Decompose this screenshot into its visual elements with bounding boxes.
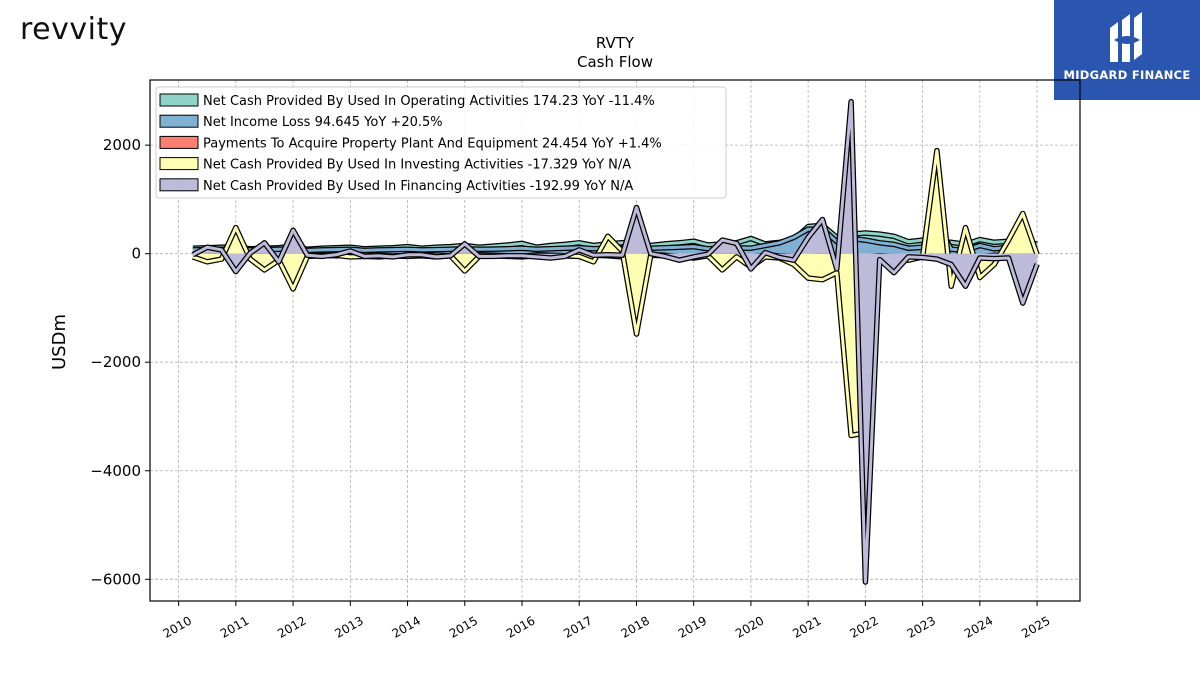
x-tick-label: 2023	[905, 613, 938, 640]
legend-entry-net_income: Net Income Loss 94.645 YoY +20.5%	[203, 115, 443, 130]
x-tick-label: 2012	[275, 613, 308, 640]
y-axis: 2000 0 −2000 −4000 −6000	[90, 136, 150, 588]
y-tick-label: −4000	[90, 462, 141, 480]
x-tick-label: 2025	[1019, 613, 1052, 640]
x-tick-label: 2016	[504, 613, 537, 640]
x-tick-label: 2019	[676, 613, 709, 640]
x-tick-label: 2010	[161, 613, 194, 640]
y-tick-label: −6000	[90, 570, 141, 588]
legend-swatch-financing	[159, 178, 199, 192]
legend-swatch-capex	[159, 135, 199, 149]
x-tick-label: 2021	[790, 613, 823, 640]
x-tick-label: 2011	[218, 613, 251, 640]
x-tick-label: 2018	[619, 613, 652, 640]
series-area-financing	[192, 101, 1038, 582]
legend-entry-operating: Net Cash Provided By Used In Operating A…	[203, 94, 655, 109]
y-tick-label: −2000	[90, 353, 141, 371]
legend-swatch-net_income	[159, 114, 199, 128]
x-tick-label: 2017	[561, 613, 594, 640]
series-layer	[191, 98, 1040, 585]
partner-name: MIDGARD FINANCE	[1063, 68, 1191, 82]
plot-frame	[149, 79, 1081, 602]
revvity-logo: revvity	[20, 12, 127, 47]
legend-entry-financing: Net Cash Provided By Used In Financing A…	[203, 179, 633, 194]
x-tick-label: 2022	[847, 613, 880, 640]
legend-swatch-operating	[159, 93, 199, 107]
legend: Net Cash Provided By Used In Operating A…	[155, 86, 727, 199]
midgard-finance-logo: MIDGARD FINANCE	[1054, 0, 1200, 100]
legend-entry-capex: Payments To Acquire Property Plant And E…	[203, 136, 662, 151]
x-tick-label: 2014	[390, 613, 423, 640]
legend-swatch-investing	[159, 157, 199, 171]
y-tick-label: 0	[131, 245, 141, 263]
series-line-financing	[192, 100, 1039, 584]
legend-frame	[155, 86, 727, 199]
x-tick-label: 2013	[332, 613, 365, 640]
chart-subtitle: Cash Flow	[577, 53, 653, 71]
legend-entry-investing: Net Cash Provided By Used In Investing A…	[203, 158, 631, 173]
midgard-emblem-icon	[1110, 12, 1142, 62]
chart-title: RVTY	[596, 34, 635, 52]
y-tick-label: 2000	[103, 136, 141, 154]
x-axis: 2010 2011 2012 2013 2014 2015 2016 2017 2018 2019…	[161, 601, 1053, 641]
x-tick-label: 2024	[962, 613, 995, 640]
x-tick-label: 2020	[733, 613, 766, 640]
y-axis-label: USDm	[49, 314, 70, 370]
x-tick-label: 2015	[447, 613, 480, 640]
